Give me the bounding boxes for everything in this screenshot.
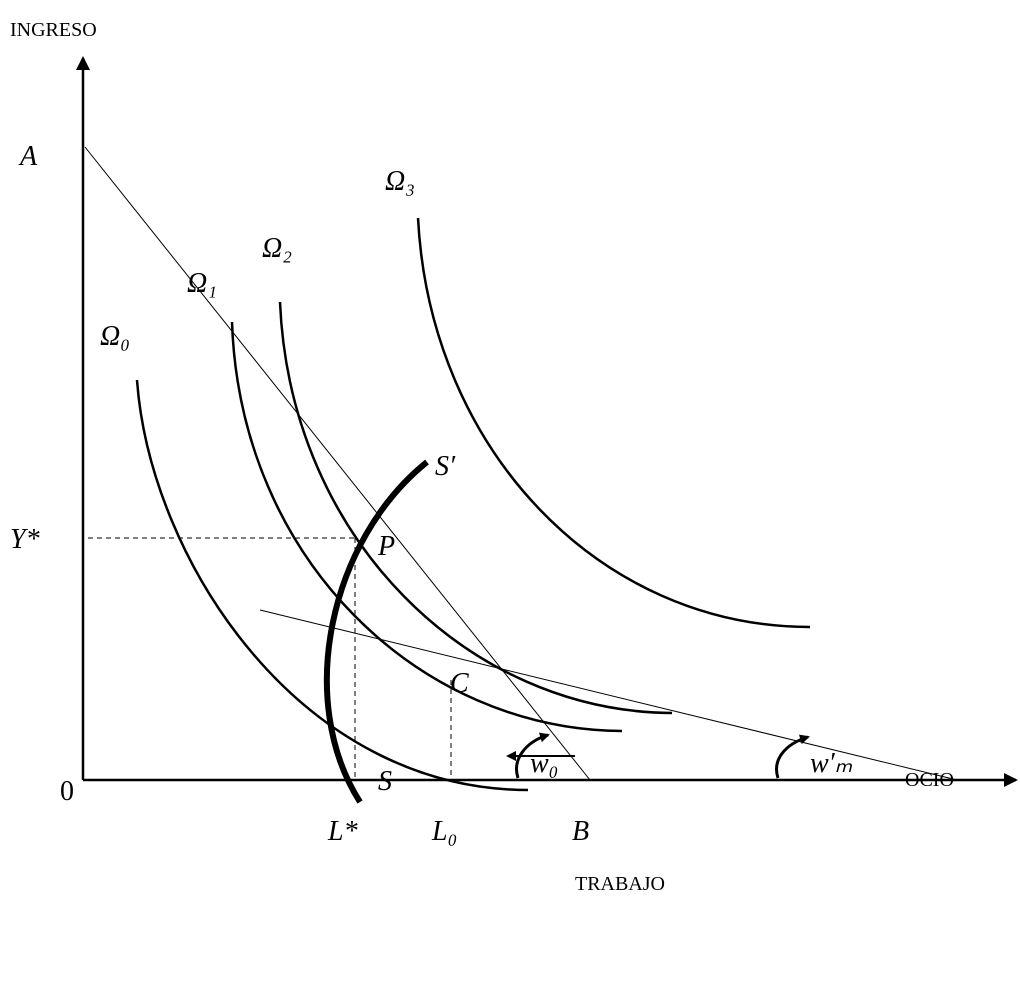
indifference-curve <box>280 302 672 713</box>
curve-label: Ω₁ <box>187 268 217 299</box>
axis-label: TRABAJO <box>575 873 665 895</box>
point-label: B <box>572 816 589 847</box>
budget-line-min-wage <box>260 610 957 780</box>
level-label: L* <box>327 816 358 847</box>
curve-label: S′ <box>435 451 456 482</box>
curve-label: Ω₀ <box>100 321 130 352</box>
budget-line <box>85 147 590 780</box>
point-label: C <box>450 668 469 699</box>
point-label: P <box>377 531 395 562</box>
diagram: INGRESO OCIO TRABAJO 0 A B P C Ω₀ Ω₁ Ω₂ … <box>0 0 1020 984</box>
angle-label: w′ₘ <box>810 748 853 779</box>
point-label: A <box>18 141 38 172</box>
axis-label: INGRESO <box>10 19 97 41</box>
curve-label: Ω₂ <box>262 233 292 264</box>
axis-label: OCIO <box>905 769 954 791</box>
angle-arrow <box>777 737 808 778</box>
level-label: Y* <box>10 524 40 555</box>
level-label: L₀ <box>431 816 457 847</box>
curve-label: S <box>378 766 392 797</box>
curve-label: Ω₃ <box>385 166 415 197</box>
indifference-curve <box>418 218 810 627</box>
origin-label: 0 <box>60 776 74 807</box>
angle-label: w₀ <box>530 748 558 779</box>
